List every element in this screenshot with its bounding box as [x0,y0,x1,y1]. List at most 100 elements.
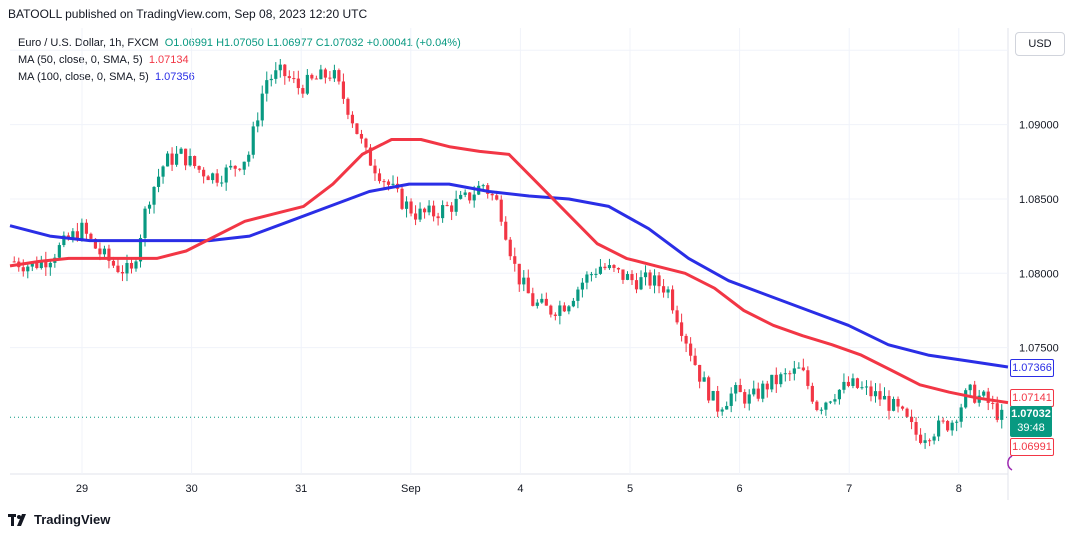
candle-body [427,205,431,213]
candle-body [504,221,508,240]
candle-body [837,389,841,400]
candle-body [815,401,819,410]
x-tick-label: 4 [517,483,523,495]
candle-body [355,123,359,134]
symbol-name: Euro / U.S. Dollar, 1h, FXCM [18,37,159,49]
candle-body [98,248,102,255]
ma50-label: MA (50, close, 0, SMA, 5) [18,54,143,66]
candle-body [819,409,823,411]
candle-body [165,153,170,167]
legend-row-ma50[interactable]: MA (50, close, 0, SMA, 5) 1.07134 [18,52,461,69]
candle-body [423,208,427,213]
candle-body [743,392,747,404]
candle-body [184,148,188,166]
candle-body [382,181,386,183]
legend-row-ma100[interactable]: MA (100, close, 0, SMA, 5) 1.07356 [18,69,461,86]
candle-body [441,205,445,219]
candle-body [666,289,670,293]
candle-body [418,208,422,220]
candle-body [882,395,887,400]
last-price-tag: 1.07032 39:48 [1010,406,1052,437]
candle-body [450,205,454,212]
candle-body [62,235,66,246]
candle-body [612,265,616,268]
candle-body [495,195,499,200]
candle-body [242,161,246,170]
candle-body [129,262,134,269]
candle-body [220,182,224,184]
candle-body [211,173,215,181]
candle-body [107,248,111,261]
candle-body [693,355,697,365]
ma100-price-tag: 1.07366 [1010,359,1054,377]
candle-body [855,378,860,388]
candle-body [274,70,278,79]
candle-body [301,88,305,94]
candle-body [973,384,977,403]
legend-row-symbol[interactable]: Euro / U.S. Dollar, 1h, FXCM O1.06991 H1… [18,35,461,52]
candle-body [319,69,323,80]
candle-body [147,204,152,209]
candle-body [256,120,260,127]
candle-body [522,277,526,285]
candle-body [305,74,309,94]
candle-body [734,384,738,394]
candle-body [364,138,368,148]
candle-body [102,248,107,255]
candle-body [44,260,48,268]
x-tick-label: 5 [627,483,633,495]
candle-body [779,374,783,385]
candle-body [833,399,837,402]
tradingview-logo-icon [8,513,26,526]
candle-body [544,298,548,306]
candle-body [810,385,814,402]
candle-body [752,388,756,395]
candle-body [955,421,959,423]
candle-body [188,156,192,166]
ma100-value: 1.07356 [154,71,195,83]
candle-body [251,126,255,155]
candle-body [576,289,580,301]
candle-body [409,201,413,214]
candle-body [964,390,968,408]
candle-body [526,277,530,294]
candle-body [828,401,832,403]
candle-body [891,398,896,411]
candle-body [26,266,30,272]
candle-body [905,408,909,417]
candle-body [215,173,219,183]
brand-name: TradingView [34,512,111,527]
candle-body [919,434,923,443]
candle-body [508,239,512,257]
candle-body [89,233,93,239]
candle-body [603,266,607,269]
candle-body [247,154,251,162]
candle-body [598,266,603,274]
candle-body [846,381,851,386]
candle-body [806,370,810,386]
candle-body [567,306,571,312]
candle-body [540,298,544,303]
tradingview-logo[interactable]: TradingView [8,512,110,527]
candle-body [499,199,503,222]
candle-body [986,391,990,403]
x-tick-label: Sep [401,483,421,495]
candle-body [368,147,373,166]
countdown-timer: 39:48 [1017,422,1045,434]
candle-body [661,286,666,293]
candle-body [179,148,183,154]
candle-body [634,280,639,290]
candle-body [621,269,625,280]
candle-body [689,343,693,356]
x-tick-label: 31 [295,483,307,495]
candle-body [792,368,796,374]
candle-body [143,208,147,238]
candle-body [80,222,84,240]
candle-body [842,381,846,390]
candle-body [233,165,237,169]
candle-body [770,374,774,390]
candle-body [373,165,377,174]
candle-body [116,265,120,273]
currency-button[interactable]: USD [1015,32,1065,56]
